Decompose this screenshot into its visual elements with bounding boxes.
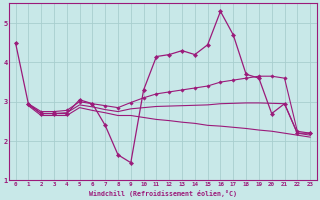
X-axis label: Windchill (Refroidissement éolien,°C): Windchill (Refroidissement éolien,°C) — [89, 190, 237, 197]
